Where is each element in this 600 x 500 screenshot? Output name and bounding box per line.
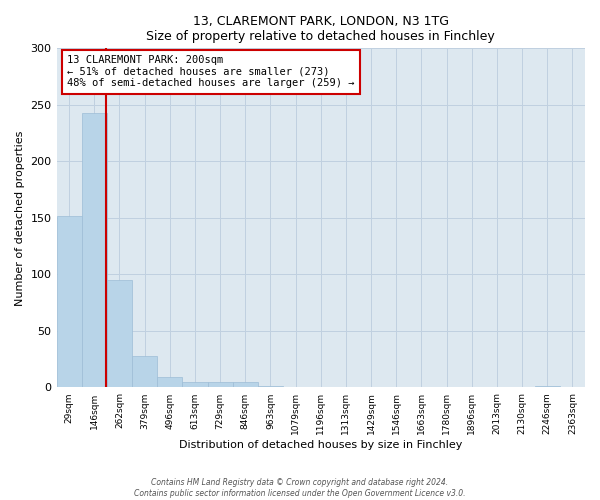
Bar bbox=[82, 113, 107, 388]
X-axis label: Distribution of detached houses by size in Finchley: Distribution of detached houses by size … bbox=[179, 440, 463, 450]
Text: 13 CLAREMONT PARK: 200sqm
← 51% of detached houses are smaller (273)
48% of semi: 13 CLAREMONT PARK: 200sqm ← 51% of detac… bbox=[67, 55, 355, 88]
Bar bbox=[535, 386, 560, 388]
Bar bbox=[258, 386, 283, 388]
Bar bbox=[132, 356, 157, 388]
Bar bbox=[56, 216, 82, 388]
Title: 13, CLAREMONT PARK, LONDON, N3 1TG
Size of property relative to detached houses : 13, CLAREMONT PARK, LONDON, N3 1TG Size … bbox=[146, 15, 495, 43]
Bar bbox=[157, 378, 182, 388]
Y-axis label: Number of detached properties: Number of detached properties bbox=[15, 130, 25, 306]
Bar bbox=[233, 382, 258, 388]
Bar bbox=[182, 382, 208, 388]
Text: Contains HM Land Registry data © Crown copyright and database right 2024.
Contai: Contains HM Land Registry data © Crown c… bbox=[134, 478, 466, 498]
Bar bbox=[107, 280, 132, 388]
Bar bbox=[208, 382, 233, 388]
